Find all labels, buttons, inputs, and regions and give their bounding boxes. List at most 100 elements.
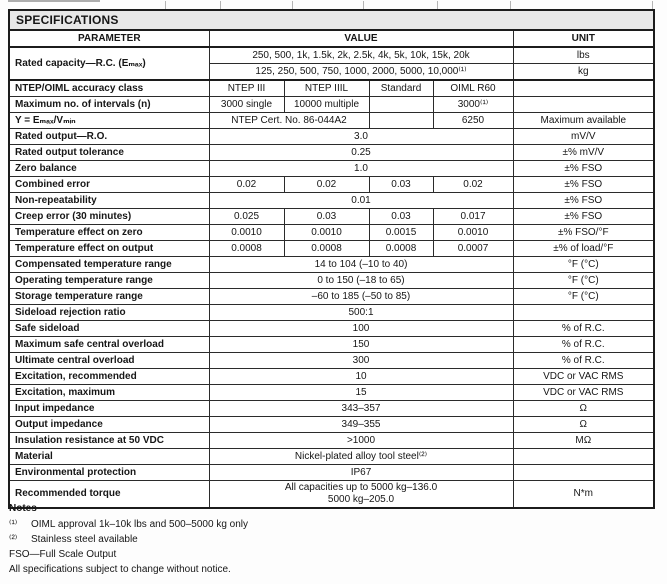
value-cell: 100: [208, 320, 514, 337]
value-cell: 0.0010: [283, 224, 370, 241]
unit-cell: °F (°C): [512, 288, 655, 305]
parameter-cell: Recommended torque: [8, 480, 210, 509]
unit-cell: ±% mV/V: [512, 144, 655, 161]
value-cell: –60 to 185 (–50 to 85): [208, 288, 514, 305]
value-cell: 125, 250, 500, 750, 1000, 2000, 5000, 10…: [208, 63, 514, 81]
parameter-cell: Output impedance: [8, 416, 210, 433]
value-cell: 0.0008: [368, 240, 434, 257]
unit-cell: ±% FSO/°F: [512, 224, 655, 241]
table-row: Non-repeatability 0.01 ±% FSO: [8, 192, 655, 209]
parameter-cell: Input impedance: [8, 400, 210, 417]
unit-cell: lbs: [512, 46, 655, 64]
value-cell: 3000 single: [208, 96, 285, 113]
parameter-cell: Zero balance: [8, 160, 210, 177]
notes-heading: Notes: [9, 503, 37, 514]
value-cell: 0.017: [432, 208, 514, 225]
value-cell: 349–355: [208, 416, 514, 433]
unit-column-header: UNIT: [512, 29, 655, 48]
value-cell: 10: [208, 368, 514, 385]
unit-cell: ±% FSO: [512, 176, 655, 193]
parameter-cell: Operating temperature range: [8, 272, 210, 289]
unit-cell: [512, 96, 655, 113]
parameter-cell: Compensated temperature range: [8, 256, 210, 273]
parameter-column-header: PARAMETER: [8, 29, 210, 48]
table-row: Rated output tolerance 0.25 ±% mV/V: [8, 144, 655, 161]
table-row: Y = Eₘₐₓ/Vₘᵢₙ NTEP Cert. No. 86-044A2 6250…: [8, 112, 655, 129]
table-row: Input impedance 343–357 Ω: [8, 400, 655, 417]
table-row: Compensated temperature range 14 to 104 (…: [8, 256, 655, 273]
value-cell: 10000 multiple: [283, 96, 370, 113]
table-row: Safe sideload 100% of R.C.: [8, 320, 655, 337]
table-row: Sideload rejection ratio 500:1: [8, 304, 655, 321]
parameter-cell: Combined error: [8, 176, 210, 193]
value-cell: 0 to 150 (–18 to 65): [208, 272, 514, 289]
scan-artifact: [292, 1, 293, 9]
table-row: Maximum no. of intervals (n) 3000 single 1…: [8, 96, 655, 113]
value-cell: 0.03: [368, 176, 434, 193]
value-cell: 0.0015: [368, 224, 434, 241]
parameter-cell: Material: [8, 448, 210, 465]
table-row: Excitation, recommended 10 VDC or VAC RMS: [8, 368, 655, 385]
value-cell: [368, 96, 434, 113]
value-cell: 150: [208, 336, 514, 353]
fso-definition: FSO—Full Scale Output: [9, 549, 117, 560]
value-cell: Nickel-plated alloy tool steel⁽²⁾: [208, 448, 514, 465]
parameter-cell: NTEP/OIML accuracy class: [8, 79, 210, 97]
value-cell: 0.0008: [283, 240, 370, 257]
unit-cell: [512, 464, 655, 481]
scan-artifact: [8, 0, 100, 2]
unit-cell: ±% of load/°F: [512, 240, 655, 257]
table-row: Ultimate central overload 300% of R.C.: [8, 352, 655, 369]
note-text: Stainless steel available: [31, 534, 138, 545]
parameter-cell: Temperature effect on output: [8, 240, 210, 257]
unit-cell: N*m: [512, 480, 655, 509]
value-cell: 0.0010: [432, 224, 514, 241]
parameter-cell: Non-repeatability: [8, 192, 210, 209]
value-cell: 0.0008: [208, 240, 285, 257]
scan-artifact: [652, 1, 653, 9]
table-row: Output impedance 349–355 Ω: [8, 416, 655, 433]
value-cell: 14 to 104 (–10 to 40): [208, 256, 514, 273]
specifications-table: SPECIFICATIONS PARAMETER VALUE UNIT Rate…: [8, 9, 656, 509]
table-row: Zero balance 1.0 ±% FSO: [8, 160, 655, 177]
unit-cell: [512, 448, 655, 465]
parameter-cell: Safe sideload: [8, 320, 210, 337]
table-row: Operating temperature range 0 to 150 (–18…: [8, 272, 655, 289]
table-row: Material Nickel-plated alloy tool steel⁽²…: [8, 448, 655, 465]
parameter-cell: Maximum safe central overload: [8, 336, 210, 353]
parameter-cell: Rated capacity—R.C. (Eₘₐₓ): [8, 46, 210, 81]
value-cell: 500:1: [208, 304, 514, 321]
value-cell: 0.01: [208, 192, 514, 209]
unit-cell: ±% FSO: [512, 192, 655, 209]
note-marker: ⁽²⁾: [9, 534, 18, 545]
value-cell: 0.02: [283, 176, 370, 193]
unit-cell: kg: [512, 63, 655, 81]
value-cell: 6250: [432, 112, 514, 129]
value-cell: 0.025: [208, 208, 285, 225]
value-cell: OIML R60: [432, 79, 514, 97]
note-item: ⁽²⁾ Stainless steel available: [9, 534, 649, 546]
unit-cell: Maximum available: [512, 112, 655, 129]
unit-cell: °F (°C): [512, 256, 655, 273]
parameter-cell: Environmental protection: [8, 464, 210, 481]
parameter-cell: Ultimate central overload: [8, 352, 210, 369]
value-cell: NTEP Cert. No. 86-044A2: [208, 112, 370, 129]
table-row: NTEP/OIML accuracy class NTEP III NTEP III…: [8, 79, 655, 97]
unit-cell: [512, 79, 655, 97]
parameter-cell: Rated output tolerance: [8, 144, 210, 161]
value-cell: 0.03: [368, 208, 434, 225]
value-cell: 0.02: [208, 176, 285, 193]
parameter-cell: Excitation, maximum: [8, 384, 210, 401]
parameter-cell: Rated output—R.O.: [8, 128, 210, 145]
parameter-cell: Y = Eₘₐₓ/Vₘᵢₙ: [8, 112, 210, 129]
unit-cell: % of R.C.: [512, 352, 655, 369]
parameter-cell: Storage temperature range: [8, 288, 210, 305]
unit-cell: VDC or VAC RMS: [512, 368, 655, 385]
value-cell: 0.03: [283, 208, 370, 225]
value-cell: 343–357: [208, 400, 514, 417]
table-row: Combined error 0.02 0.02 0.03 0.02 ±% FSO: [8, 176, 655, 193]
table-row: Rated output—R.O. 3.0 mV/V: [8, 128, 655, 145]
parameter-cell: Creep error (30 minutes): [8, 208, 210, 225]
value-cell: [368, 112, 434, 129]
